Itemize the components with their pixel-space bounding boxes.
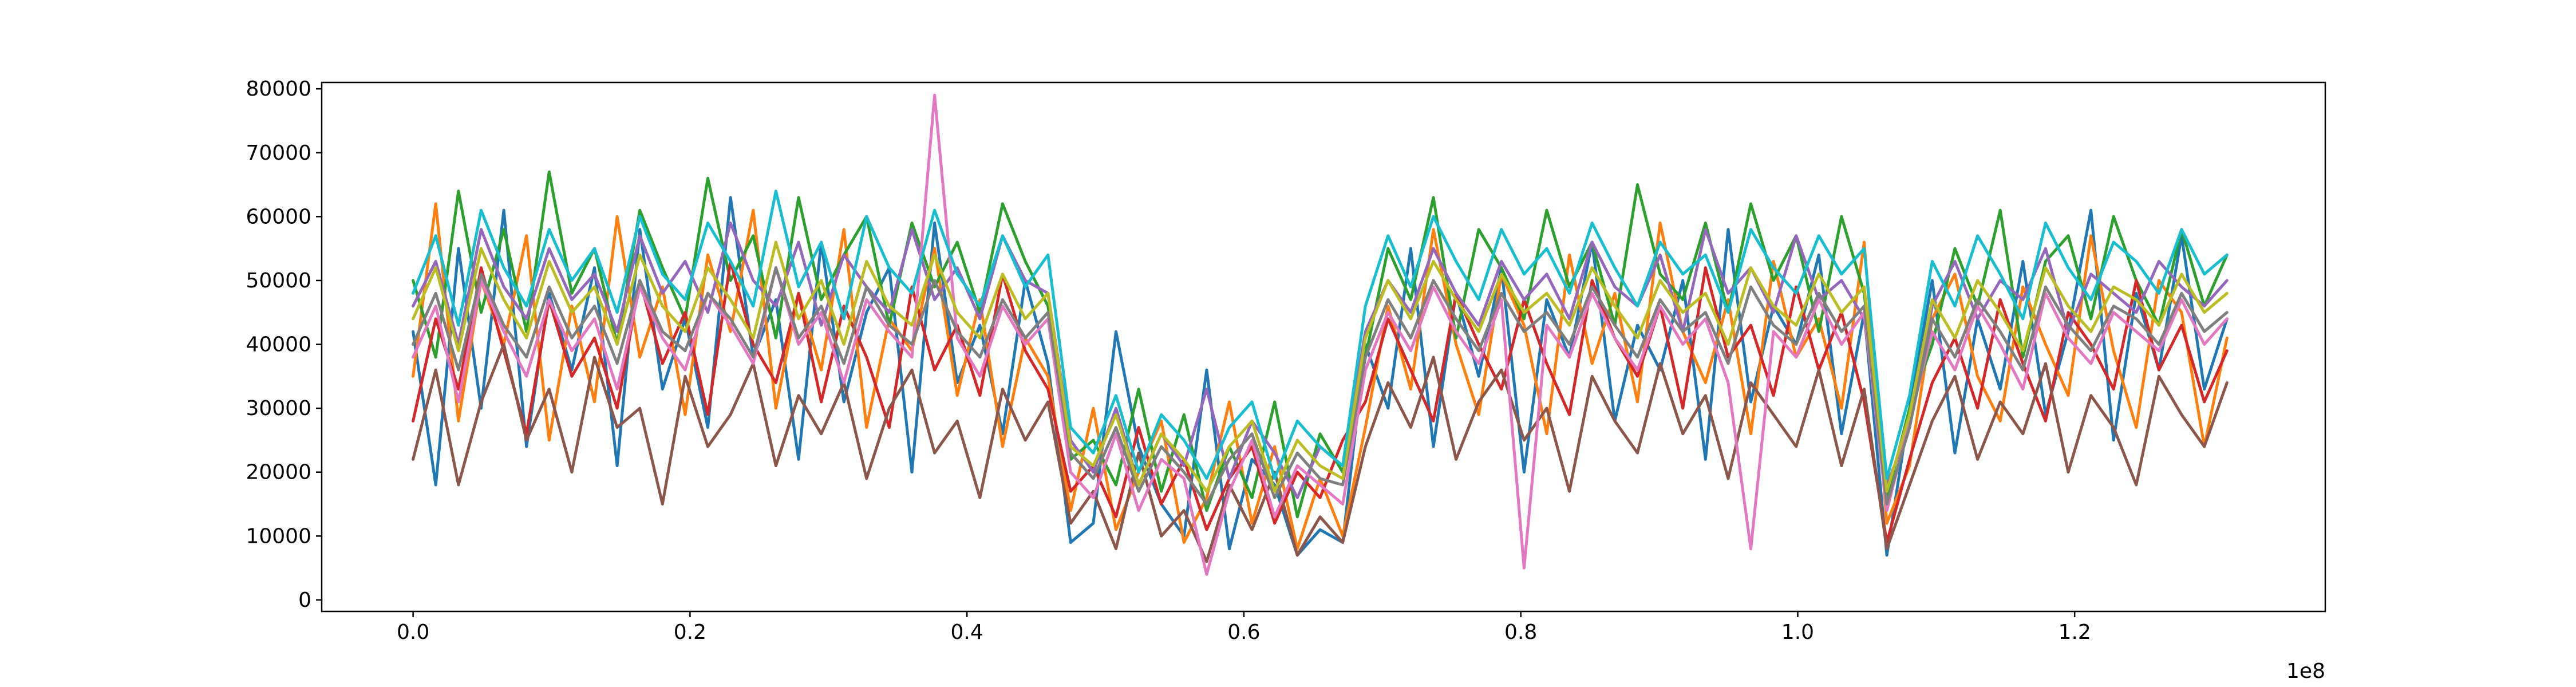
series-line-1: [412, 196, 2229, 557]
y-tick-label: 60000: [246, 205, 311, 228]
series-line-6: [412, 343, 2229, 563]
y-tick-label: 10000: [246, 524, 311, 548]
y-tick-label: 80000: [246, 77, 311, 101]
series-group: [412, 93, 2229, 576]
plot-frame: [321, 81, 2326, 613]
x-axis: 0.0 0.2 0.4 0.6 0.8 1.0 1.2: [397, 611, 2091, 644]
y-tick-label: 20000: [246, 461, 311, 484]
x-tick-label: 1.0: [1781, 621, 1814, 644]
x-tick-label: 0.6: [1227, 621, 1260, 644]
y-axis: 0 10000 20000 30000 40000 50000 60000 70000 8000…: [246, 77, 322, 612]
x-tick-label: 0.8: [1504, 621, 1537, 644]
y-tick-label: 50000: [246, 269, 311, 293]
x-tick-label: 0.2: [674, 621, 706, 644]
y-tick-label: 0: [298, 589, 311, 612]
series-line-9: [412, 240, 2229, 493]
series-line-10: [412, 189, 2229, 480]
y-tick-label: 40000: [246, 333, 311, 357]
y-tick-label: 30000: [246, 397, 311, 420]
y-tick-label: 70000: [246, 141, 311, 165]
series-line-8: [412, 266, 2229, 506]
x-tick-label: 1.2: [2059, 621, 2091, 644]
x-tick-label: 0.0: [397, 621, 429, 644]
series-line-4: [412, 260, 2229, 544]
x-tick-label: 0.4: [951, 621, 983, 644]
x-axis-offset-label: 1e8: [2286, 660, 2325, 683]
